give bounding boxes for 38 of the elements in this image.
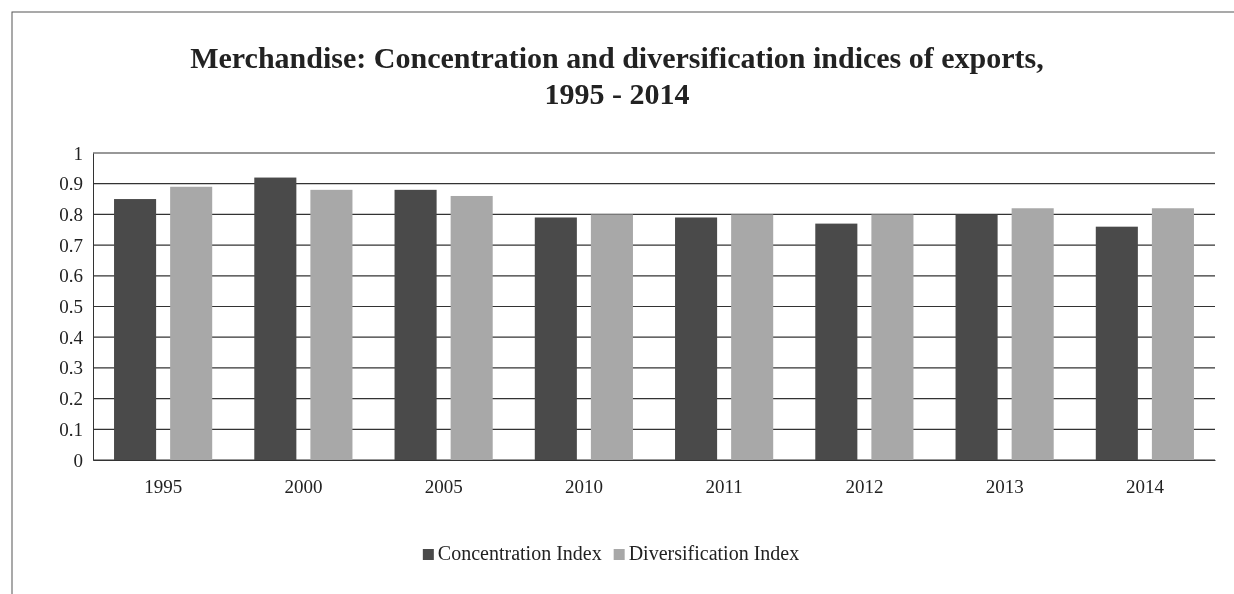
y-tick-label: 0.6 xyxy=(59,265,83,287)
bar xyxy=(1011,208,1054,460)
chart-title: Merchandise: Concentration and diversification indices of exports, 1995 - 2014 xyxy=(190,41,1044,110)
bar xyxy=(675,217,718,460)
x-tick-label: 1995 xyxy=(144,476,183,498)
x-tick-label: 2013 xyxy=(985,476,1024,498)
bar xyxy=(731,214,774,460)
bar xyxy=(1095,226,1138,460)
bar xyxy=(534,217,577,460)
y-tick-label: 0.1 xyxy=(59,418,83,440)
bar xyxy=(450,195,493,460)
bar xyxy=(254,177,297,460)
legend-label: Diversification Index xyxy=(628,542,800,564)
y-tick-label: 0.4 xyxy=(59,326,84,348)
bar xyxy=(310,189,353,460)
y-tick-label: 0 xyxy=(73,449,83,471)
bar xyxy=(394,189,437,460)
bar xyxy=(955,214,998,460)
bar xyxy=(590,214,633,460)
y-tick-label: 0.8 xyxy=(59,203,83,225)
x-tick-label: 2011 xyxy=(705,476,743,498)
bar xyxy=(871,214,914,460)
y-tick-label: 0.5 xyxy=(59,296,83,318)
x-tick-label: 2014 xyxy=(1125,476,1165,498)
bar xyxy=(114,199,157,460)
x-tick-label: 2000 xyxy=(284,476,323,498)
x-tick-label: 2012 xyxy=(845,476,884,498)
bar xyxy=(815,223,858,460)
y-tick-label: 0.3 xyxy=(59,357,83,379)
bar xyxy=(170,186,213,460)
x-tick-label: 2005 xyxy=(424,476,463,498)
x-tick-label: 2010 xyxy=(564,476,603,498)
y-tick-label: 0.9 xyxy=(59,173,83,195)
y-tick-label: 0.7 xyxy=(59,234,83,256)
legend-label: Concentration Index xyxy=(437,542,602,564)
y-tick-label: 1 xyxy=(73,142,83,164)
bar xyxy=(1151,208,1194,460)
y-tick-label: 0.2 xyxy=(59,388,83,410)
